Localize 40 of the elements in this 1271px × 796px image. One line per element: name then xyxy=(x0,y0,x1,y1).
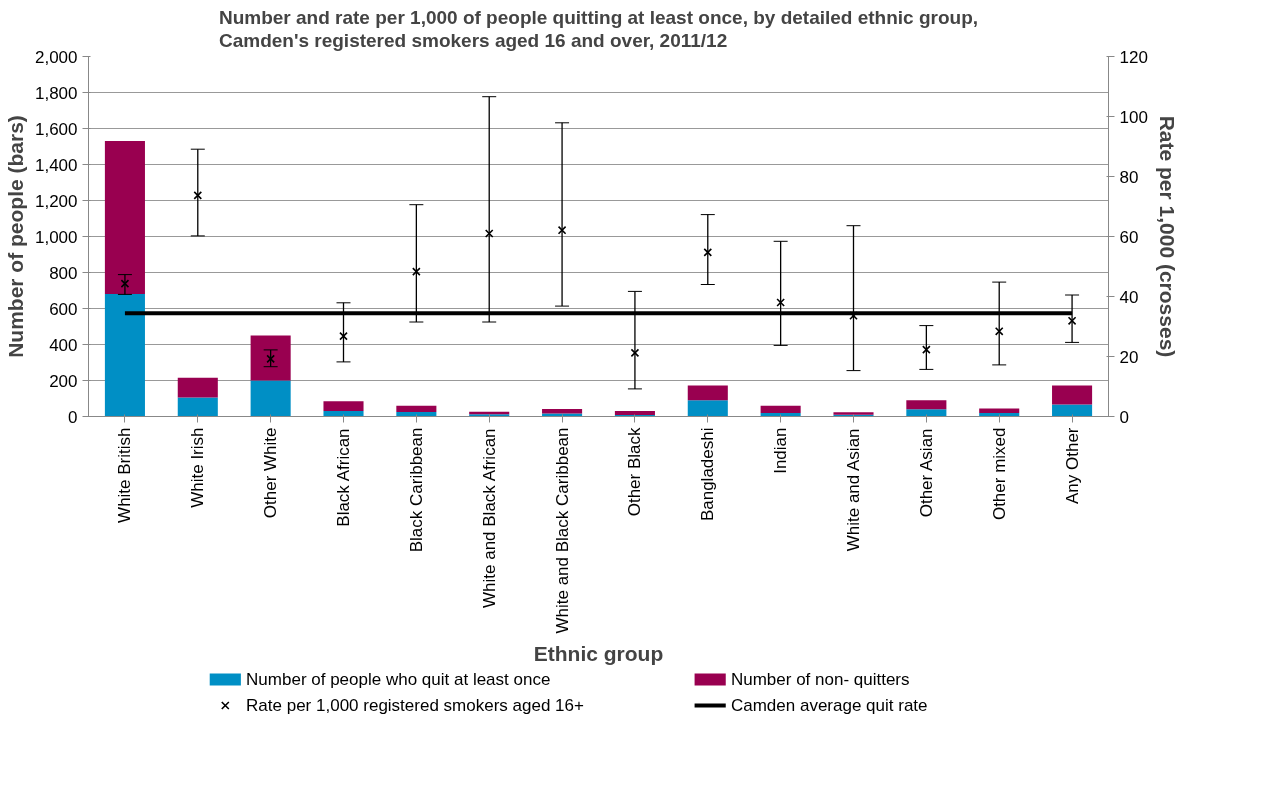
x-tick-label: White Irish xyxy=(188,427,208,508)
y2-tick-label: 120 xyxy=(1119,47,1148,67)
x-tick-label: Other Asian xyxy=(916,428,936,518)
y2-axis-title: Rate per 1,000 (crosses) xyxy=(1155,115,1179,358)
x-tick-label: Indian xyxy=(771,427,791,474)
y-tick-label: 800 xyxy=(49,263,78,283)
y-tick-label: 1,400 xyxy=(34,155,78,175)
y-tick-label: 1,800 xyxy=(34,83,78,103)
y-tick-label: 1,600 xyxy=(34,119,78,139)
y-tick-label: 0 xyxy=(68,407,78,427)
y-tick-label: 2,000 xyxy=(34,47,78,67)
chart-title: Number and rate per 1,000 of people quitting at least once, by detailed ethnic group, Camden's registered smokers aged 16 and over, 2011/12 xyxy=(218,7,979,52)
x-axis-title: Ethnic group xyxy=(533,641,664,665)
y2-tick-label: 60 xyxy=(1119,227,1139,247)
y-tick-label: 400 xyxy=(49,335,78,355)
y2-tick-label: 20 xyxy=(1119,347,1139,367)
y2-tick-label: 80 xyxy=(1119,167,1139,187)
y-axis-title: Number of people (bars) xyxy=(3,115,27,358)
y2-tick-label: 0 xyxy=(1119,407,1129,427)
y2-tick-label: 100 xyxy=(1119,107,1148,127)
y-tick-label: 600 xyxy=(49,299,78,319)
y-tick-label: 1,000 xyxy=(34,227,78,247)
x-tick-label: White and Black African xyxy=(479,428,499,608)
legend-label: Number of non- quitters xyxy=(730,670,910,689)
x-tick-label: White and Black Caribbean xyxy=(552,427,572,634)
x-tick-label: Other mixed xyxy=(989,427,1009,521)
legend-label: Rate per 1,000 registered smokers aged 16+ xyxy=(246,696,584,715)
x-tick-label: Other Black xyxy=(625,427,645,517)
y2-tick-label: 40 xyxy=(1119,287,1139,307)
x-tick-label: Bangladeshi xyxy=(698,427,718,522)
x-tick-label: White and Asian xyxy=(844,428,863,552)
y-tick-label: 1,200 xyxy=(34,191,78,211)
x-tick-label: White British xyxy=(115,427,135,523)
legend-label: Camden average quit rate xyxy=(730,696,928,715)
x-tick-label: Black African xyxy=(334,428,353,527)
x-tick-label: Other White xyxy=(261,427,281,519)
y-tick-label: 200 xyxy=(49,371,78,391)
x-tick-label: Black Caribbean xyxy=(406,427,426,553)
x-tick-label: Any Other xyxy=(1062,427,1082,505)
legend-label: Number of people who quit at least once xyxy=(246,670,551,689)
